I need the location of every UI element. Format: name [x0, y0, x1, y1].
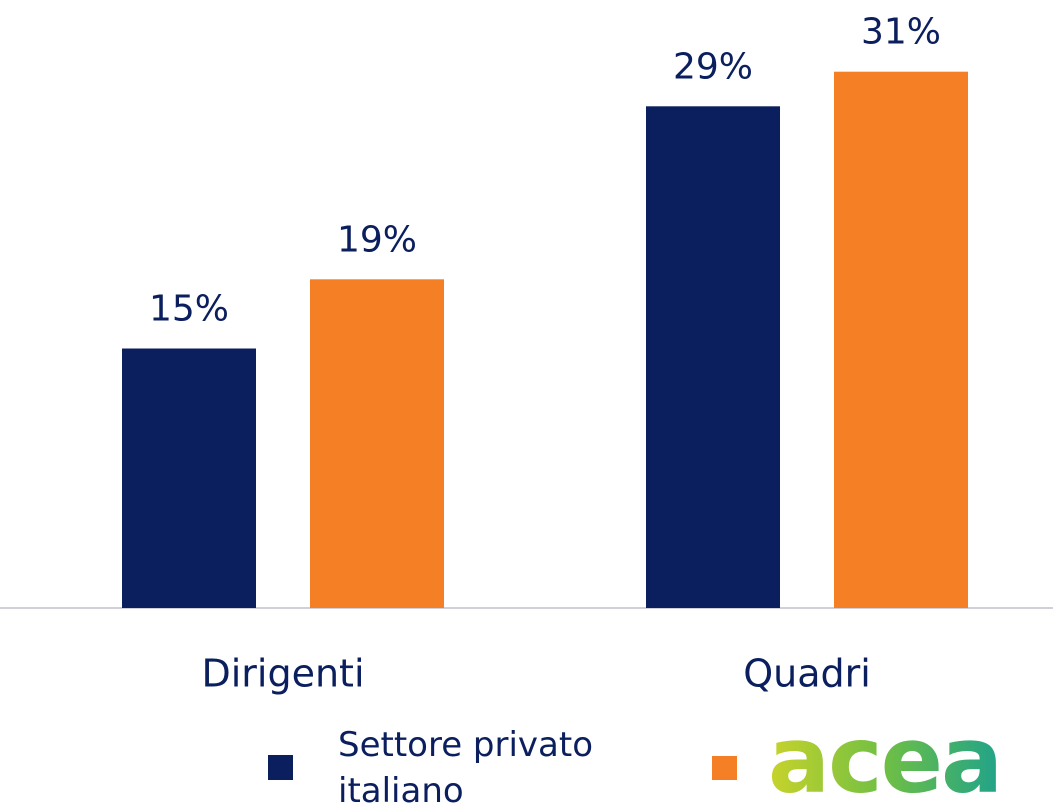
legend-logo: acea	[768, 706, 1001, 812]
bar	[834, 71, 968, 608]
x-tick-label: Quadri	[743, 652, 871, 696]
x-tick-label: Dirigenti	[201, 652, 364, 696]
bar	[646, 106, 780, 609]
legend-label: Settore privato italiano	[338, 725, 594, 811]
data-label: 31%	[861, 12, 941, 53]
data-label: 29%	[673, 46, 753, 87]
bar	[310, 279, 444, 608]
data-label: 19%	[337, 219, 417, 260]
data-label: 15%	[149, 289, 229, 330]
legend-swatch	[712, 756, 737, 780]
bar	[122, 348, 256, 608]
legend-swatch	[268, 755, 293, 780]
